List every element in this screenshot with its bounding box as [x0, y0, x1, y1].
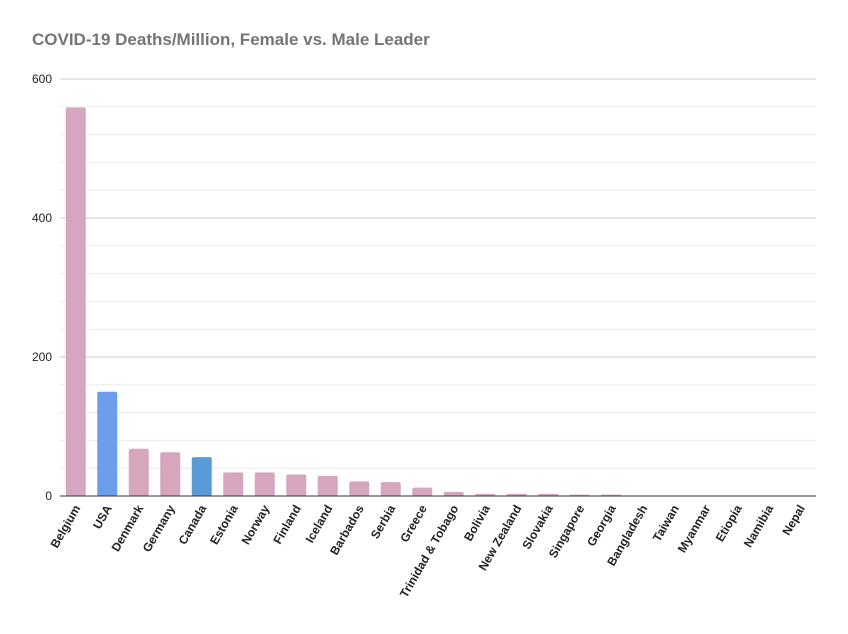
bar-germany — [160, 452, 181, 496]
bar-canada — [191, 457, 212, 496]
x-category-label: Trinidad & Tobago — [397, 503, 461, 600]
x-category-label: Iceland — [303, 503, 336, 546]
bar-slovakia — [538, 493, 559, 496]
y-tick-label: 400 — [32, 211, 52, 225]
x-category-label: Estonia — [207, 502, 241, 547]
y-tick-label: 600 — [32, 72, 52, 86]
x-category-label: Finland — [270, 503, 303, 547]
y-axis-tick-labels: 0 200 400 600 — [32, 72, 52, 503]
gridlines — [60, 78, 816, 469]
bar-bolivia — [475, 493, 496, 496]
x-category-label: Namibia — [741, 502, 777, 550]
bar-iceland — [317, 475, 338, 496]
bar-finland — [286, 474, 307, 496]
bar-trinidad-tobago — [443, 491, 464, 496]
x-category-label: Canada — [176, 502, 210, 547]
bar-new-zealand — [506, 493, 527, 496]
bar-barbados — [349, 481, 370, 496]
x-category-label: Etiopia — [713, 502, 745, 544]
y-tick-label: 200 — [32, 350, 52, 364]
bars — [65, 107, 748, 497]
bar-serbia — [380, 482, 401, 496]
bar-belgium — [65, 107, 86, 497]
chart-title: COVID-19 Deaths/Million, Female vs. Male… — [32, 30, 430, 49]
bar-estonia — [223, 472, 244, 496]
x-category-label: Nepal — [779, 503, 807, 538]
x-category-label: Taiwan — [650, 503, 682, 544]
x-category-label: Belgium — [48, 503, 84, 551]
x-axis-category-labels: Belgium USADenmarkGermanyCanadaEstoniaNor… — [48, 502, 808, 600]
x-category-label: Bolivia — [461, 502, 493, 543]
x-category-label: Norway — [239, 502, 273, 547]
bar-denmark — [128, 448, 149, 496]
y-tick-label: 0 — [45, 489, 52, 503]
x-category-label: Greece — [397, 502, 430, 545]
bar-norway — [254, 472, 275, 496]
x-category-label: Georgia — [584, 502, 619, 549]
x-category-label: USA — [90, 502, 115, 531]
bar-usa — [97, 391, 118, 496]
bar-greece — [412, 487, 433, 496]
x-category-label: Serbia — [368, 502, 399, 541]
